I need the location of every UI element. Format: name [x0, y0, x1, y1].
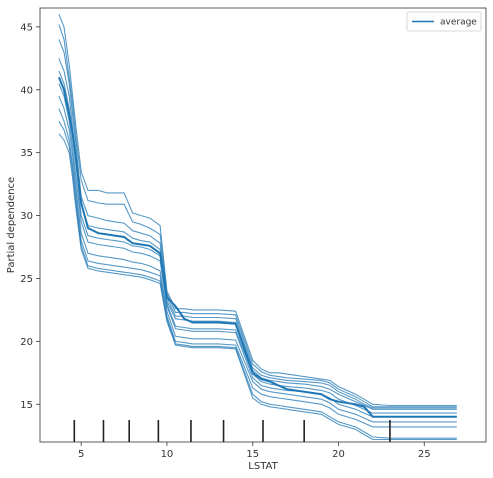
x-tick-label-1: 10 — [161, 449, 174, 460]
ice-curve-4 — [58, 70, 457, 414]
average-curve-group — [57, 76, 457, 418]
x-axis-ticks: 5 10 15 20 25 — [78, 442, 431, 460]
rug-marks — [73, 420, 391, 442]
y-axis-label: Partial dependence — [6, 177, 17, 273]
ice-curve-5 — [58, 83, 457, 418]
y-tick-label-4: 35 — [20, 148, 33, 159]
x-tick-label-2: 15 — [246, 449, 259, 460]
ice-curve-8 — [58, 120, 457, 439]
legend: average — [406, 11, 482, 32]
y-axis-ticks: 15 20 25 30 35 40 45 — [20, 22, 40, 411]
y-tick-label-1: 20 — [20, 337, 33, 348]
ice-curve-9 — [58, 133, 457, 441]
x-tick-label-3: 20 — [332, 449, 345, 460]
ice-curve-1 — [58, 24, 457, 408]
ice-curves — [58, 14, 457, 441]
y-tick-label-5: 40 — [20, 85, 33, 96]
legend-label-average: average — [440, 18, 477, 28]
x-tick-label-0: 5 — [78, 449, 84, 460]
x-tick-label-4: 25 — [418, 449, 431, 460]
plot-area — [39, 7, 487, 443]
ice-curve-2 — [58, 39, 457, 409]
ice-curve-6 — [58, 95, 457, 423]
ice-curve-7 — [58, 108, 457, 428]
x-axis-label: LSTAT — [248, 461, 278, 472]
y-tick-label-3: 30 — [20, 211, 33, 222]
y-tick-label-0: 15 — [20, 400, 33, 411]
y-tick-label-2: 25 — [20, 274, 33, 285]
legend-box — [406, 11, 482, 32]
average-curve — [57, 76, 457, 418]
ice-curve-0 — [58, 14, 457, 407]
y-tick-label-6: 45 — [20, 22, 33, 33]
